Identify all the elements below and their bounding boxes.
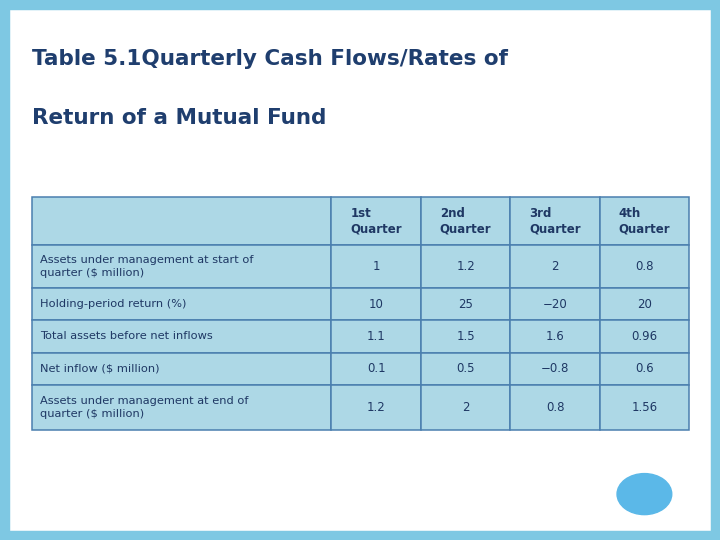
- Bar: [32, 197, 331, 245]
- Text: 1.56: 1.56: [631, 401, 657, 414]
- Text: Table 5.1Quarterly Cash Flows/Rates of: Table 5.1Quarterly Cash Flows/Rates of: [32, 49, 508, 69]
- Text: 1: 1: [372, 260, 380, 273]
- Bar: [32, 353, 331, 385]
- Text: 1.2: 1.2: [456, 260, 475, 273]
- Text: 1.2: 1.2: [366, 401, 386, 414]
- Bar: [421, 245, 510, 288]
- Text: 2nd
Quarter: 2nd Quarter: [440, 207, 492, 235]
- Bar: [331, 385, 421, 430]
- Text: −20: −20: [543, 298, 567, 310]
- Text: 0.1: 0.1: [367, 362, 385, 375]
- Bar: [421, 288, 510, 320]
- Bar: [331, 197, 421, 245]
- Bar: [421, 197, 510, 245]
- Bar: [600, 197, 689, 245]
- Text: Total assets before net inflows: Total assets before net inflows: [40, 332, 212, 341]
- Bar: [510, 385, 600, 430]
- Bar: [331, 245, 421, 288]
- Text: 2: 2: [462, 401, 469, 414]
- Bar: [510, 320, 600, 353]
- Text: Assets under management at start of
quarter ($ million): Assets under management at start of quar…: [40, 255, 253, 278]
- Bar: [32, 320, 331, 353]
- Text: 20: 20: [637, 298, 652, 310]
- Bar: [331, 353, 421, 385]
- Bar: [600, 288, 689, 320]
- Text: 0.8: 0.8: [635, 260, 654, 273]
- Bar: [510, 245, 600, 288]
- Bar: [331, 320, 421, 353]
- Bar: [421, 320, 510, 353]
- Text: Return of a Mutual Fund: Return of a Mutual Fund: [32, 108, 327, 128]
- Text: Holding-period return (%): Holding-period return (%): [40, 299, 186, 309]
- Text: Assets under management at end of
quarter ($ million): Assets under management at end of quarte…: [40, 396, 248, 419]
- Text: 4th
Quarter: 4th Quarter: [618, 207, 670, 235]
- Text: 0.5: 0.5: [456, 362, 475, 375]
- Bar: [510, 353, 600, 385]
- Bar: [32, 288, 331, 320]
- Text: 10: 10: [369, 298, 384, 310]
- Bar: [421, 353, 510, 385]
- Bar: [32, 385, 331, 430]
- Bar: [421, 385, 510, 430]
- Bar: [600, 385, 689, 430]
- Bar: [32, 245, 331, 288]
- Text: 25: 25: [458, 298, 473, 310]
- Text: 1.1: 1.1: [366, 330, 386, 343]
- Text: 2: 2: [552, 260, 559, 273]
- Text: 0.6: 0.6: [635, 362, 654, 375]
- Bar: [510, 197, 600, 245]
- Text: 1st
Quarter: 1st Quarter: [351, 207, 402, 235]
- Text: 3rd
Quarter: 3rd Quarter: [529, 207, 581, 235]
- Bar: [331, 288, 421, 320]
- Text: 0.8: 0.8: [546, 401, 564, 414]
- Text: 1.6: 1.6: [546, 330, 564, 343]
- Text: 1.5: 1.5: [456, 330, 475, 343]
- Bar: [600, 353, 689, 385]
- Text: −0.8: −0.8: [541, 362, 570, 375]
- Bar: [510, 288, 600, 320]
- Text: 0.96: 0.96: [631, 330, 657, 343]
- Text: Net inflow ($ million): Net inflow ($ million): [40, 364, 159, 374]
- Bar: [600, 245, 689, 288]
- Bar: [600, 320, 689, 353]
